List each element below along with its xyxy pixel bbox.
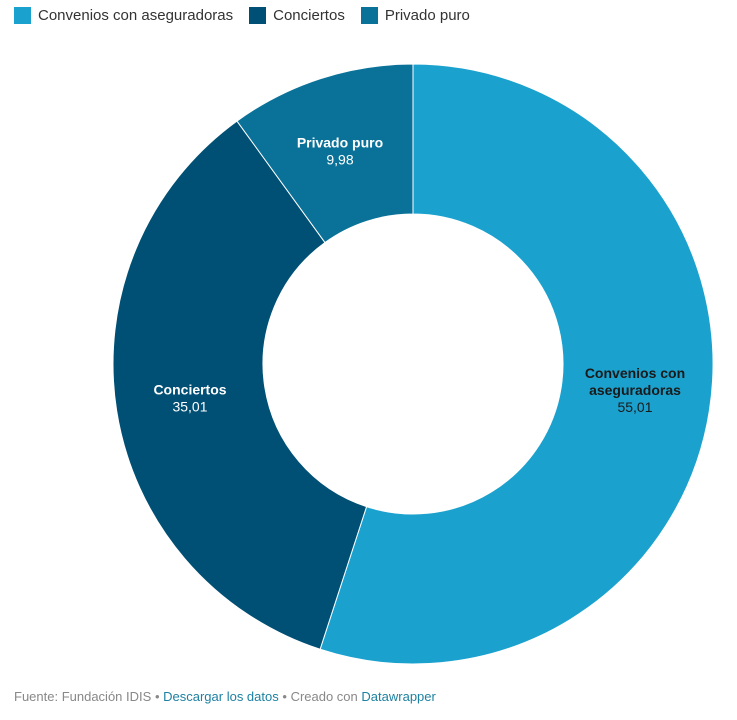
slice-label-value: 55,01 [617,399,652,415]
legend-swatch-conciertos [249,7,267,24]
donut-slice [112,120,368,650]
slice-label-name: Privado puro [297,135,383,151]
slice-label: Privado puro 9,98 [297,135,383,168]
datawrapper-link[interactable]: Datawrapper [361,689,436,704]
legend-item-conciertos: Conciertos [249,7,345,24]
chart-legend: Convenios con aseguradoras Conciertos Pr… [14,7,470,24]
created-with-text: Creado con [290,689,358,704]
slice-label: Convenios con aseguradoras 55,01 [585,365,685,415]
legend-item-convenios: Convenios con aseguradoras [14,7,233,24]
legend-item-privado: Privado puro [360,7,470,24]
slice-label: Conciertos 35,01 [153,382,226,415]
footer-separator: • [154,689,160,704]
donut-slice [319,63,714,665]
donut-chart: Convenios con aseguradoras 55,01 Conciertos… [112,63,714,665]
legend-label-privado: Privado puro [384,7,470,24]
legend-swatch-convenios [14,7,31,24]
slice-label-value: 9,98 [326,152,353,168]
slice-label-name: aseguradoras [589,382,681,398]
source-text: Fuente: Fundación IDIS [14,689,152,704]
chart-footer: Fuente: Fundación IDIS • Descargar los d… [14,689,436,704]
legend-label-conciertos: Conciertos [273,7,345,24]
slice-label-name: Conciertos [153,382,226,398]
footer-separator: • [282,689,287,704]
slice-label-name: Convenios con [585,365,685,381]
download-data-link[interactable]: Descargar los datos [163,689,279,704]
legend-label-convenios: Convenios con aseguradoras [38,7,234,24]
legend-swatch-privado [360,7,378,24]
slice-label-value: 35,01 [172,399,207,415]
donut-slice [236,63,414,244]
